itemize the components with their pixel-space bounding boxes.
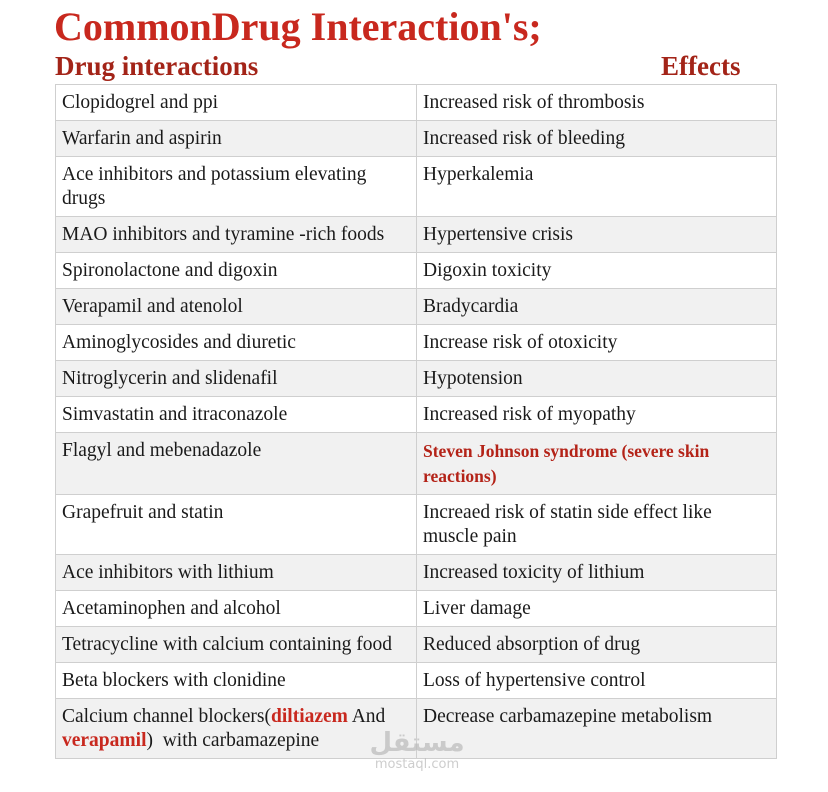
effect-cell: Liver damage [416, 590, 777, 627]
drug-cell: Ace inhibitors and potassium elevating d… [55, 156, 417, 217]
effect-cell: Reduced absorption of drug [416, 626, 777, 663]
drug-text: And [347, 706, 386, 727]
drug-cell: Simvastatin and itraconazole [55, 396, 417, 433]
highlighted-drug-verapamil: verapamil [62, 730, 147, 751]
highlighted-drug-diltiazem: diltiazem [271, 706, 348, 727]
effect-cell: Decrease carbamazepine metabolism [416, 698, 777, 759]
table-row: Beta blockers with clonidine Loss of hyp… [55, 662, 777, 699]
drug-cell: Spironolactone and digoxin [55, 252, 417, 289]
effect-cell: Hyperkalemia [416, 156, 777, 217]
drug-cell: Aminoglycosides and diuretic [55, 324, 417, 361]
table-row: Aminoglycosides and diuretic Increase ri… [55, 324, 777, 361]
effect-cell: Increase risk of otoxicity [416, 324, 777, 361]
column-header-drug-interactions: Drug interactions [55, 51, 259, 81]
table-row: Simvastatin and itraconazole Increased r… [55, 396, 777, 433]
drug-cell: Beta blockers with clonidine [55, 662, 417, 699]
effect-cell: Hypotension [416, 360, 777, 397]
effect-cell: Increased risk of bleeding [416, 120, 777, 157]
effect-cell: Loss of hypertensive control [416, 662, 777, 699]
drug-text: ) with carbamazepine [146, 730, 320, 751]
interactions-table: Clopidogrel and ppi Increased risk of th… [55, 84, 777, 759]
table-row: Warfarin and aspirin Increased risk of b… [55, 120, 777, 157]
table-row: Clopidogrel and ppi Increased risk of th… [55, 84, 777, 121]
effect-cell: Increased risk of myopathy [416, 396, 777, 433]
drug-cell: Warfarin and aspirin [55, 120, 417, 157]
page-title: CommonDrug Interaction's; [54, 4, 542, 49]
drug-cell: MAO inhibitors and tyramine -rich foods [55, 216, 417, 253]
table-row: Spironolactone and digoxin Digoxin toxic… [55, 252, 777, 289]
effect-cell: Increased risk of thrombosis [416, 84, 777, 121]
table-row: Ace inhibitors and potassium elevating d… [55, 156, 777, 217]
table-row: Acetaminophen and alcohol Liver damage [55, 590, 777, 627]
highlighted-effect: Steven Johnson syndrome (severe skin rea… [423, 441, 710, 486]
column-header-effects: Effects [661, 51, 741, 81]
effect-cell: Increased toxicity of lithium [416, 554, 777, 591]
effect-cell: Hypertensive crisis [416, 216, 777, 253]
drug-cell: Clopidogrel and ppi [55, 84, 417, 121]
drug-cell: Calcium channel blockers(diltiazem And v… [55, 698, 417, 759]
drug-cell: Acetaminophen and alcohol [55, 590, 417, 627]
table-row: Nitroglycerin and slidenafil Hypotension [55, 360, 777, 397]
effect-cell: Increaed risk of statin side effect like… [416, 494, 777, 555]
table-row: Grapefruit and statin Increaed risk of s… [55, 494, 777, 555]
drug-cell: Tetracycline with calcium containing foo… [55, 626, 417, 663]
drug-cell: Verapamil and atenolol [55, 288, 417, 325]
table-row: Calcium channel blockers(diltiazem And v… [55, 698, 777, 759]
table-row: Tetracycline with calcium containing foo… [55, 626, 777, 663]
table-row: MAO inhibitors and tyramine -rich foods … [55, 216, 777, 253]
drug-cell: Nitroglycerin and slidenafil [55, 360, 417, 397]
drug-cell: Flagyl and mebenadazole [55, 432, 417, 495]
effect-cell: Bradycardia [416, 288, 777, 325]
watermark-latin: mostaql.com [374, 757, 460, 772]
drug-cell: Grapefruit and statin [55, 494, 417, 555]
table-row: Flagyl and mebenadazole Steven Johnson s… [55, 432, 777, 495]
effect-cell: Steven Johnson syndrome (severe skin rea… [416, 432, 777, 495]
table-row: Ace inhibitors with lithium Increased to… [55, 554, 777, 591]
drug-cell: Ace inhibitors with lithium [55, 554, 417, 591]
table-row: Verapamil and atenolol Bradycardia [55, 288, 777, 325]
effect-cell: Digoxin toxicity [416, 252, 777, 289]
drug-text: Calcium channel blockers( [62, 706, 272, 727]
